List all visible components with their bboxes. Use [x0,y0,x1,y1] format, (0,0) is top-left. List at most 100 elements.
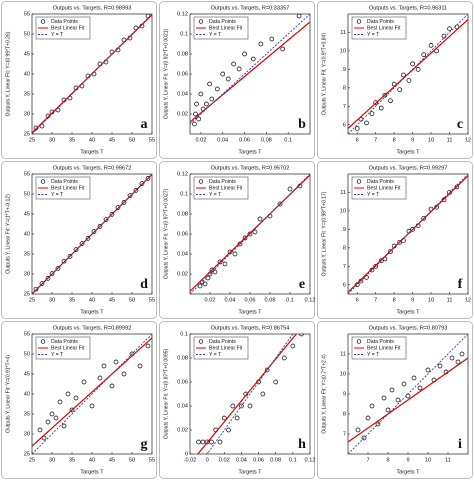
data-point [212,269,218,275]
y-tick-label: 9 [343,67,346,73]
data-point [239,403,244,409]
y-tick-label: 45 [24,211,30,217]
plot-content [196,334,304,454]
data-point [61,423,67,429]
y-axis-label: Outputs Y, Linear Fit: Y=(0.99*T+0.26) [5,31,11,116]
data-point [455,359,461,365]
data-point [395,397,401,403]
data-point [37,427,43,433]
panel-letter: e [299,277,305,292]
x-tick-label: 0 [206,457,209,463]
data-point [269,36,275,42]
x-tick-label: 0.04 [217,137,228,143]
y-tick-label: 40 [24,391,30,397]
y-tick-label: 8 [343,245,346,251]
identity-line [348,334,468,454]
legend-label: Y = T [209,32,222,38]
y-tick-label: 0.04 [177,403,188,409]
y-axis-label: Outputs Y, Linear Fit: Y=(0.92*T+0.0021) [163,29,169,120]
data-point [196,116,202,122]
legend-label: Data Points [209,19,236,25]
y-axis-label: Outputs Y, Linear Fit: Y=(1*T+-0.12) [5,194,11,274]
panel: Outputs vs. Targets, R=0.89992 Targets T O… [1,321,157,479]
chart-title: Outputs vs. Targets, R=0.98993 [53,5,132,11]
data-point [299,334,304,337]
data-point [287,186,293,192]
data-point [252,229,258,235]
x-tick-label: 25 [29,457,35,463]
y-tick-label: 45 [24,371,30,377]
identity-line [32,14,152,134]
data-point [109,383,115,389]
data-point [361,435,367,441]
x-tick-label: 0.08 [265,297,276,303]
y-tick-label: 25 [24,451,30,457]
plot-content [32,174,152,294]
x-tick-label: 55 [149,137,155,143]
plot-content [32,14,152,134]
y-tick-label: 0 [185,451,188,457]
x-tick-label: 25 [29,297,35,303]
data-point [296,14,302,19]
y-tick-label: 0.08 [177,355,188,361]
x-tick-label: 35 [69,137,75,143]
data-point [103,217,109,222]
legend-label: Y = T [51,192,64,198]
y-tick-label: 0.08 [177,211,188,217]
data-point [410,227,415,232]
x-tick-label: 0.1 [289,457,297,463]
x-tick-label: 11 [445,457,451,463]
legend-marker [40,339,46,344]
x-tick-label: 45 [109,137,115,143]
identity-line [32,174,152,294]
y-tick-label: 0.02 [177,427,188,433]
data-point [434,48,439,54]
data-point [459,351,465,357]
y-axis-label: Outputs Y, Linear Fit: Y=(0.97*T+0.0027) [163,189,169,280]
fit-line [348,357,468,443]
x-tick-label: -0.02 [184,457,197,463]
chart-title: Outputs vs. Targets, R=0.99672 [53,165,132,171]
plot-content [190,14,310,127]
data-point [273,379,279,385]
y-tick-label: 10 [340,371,346,377]
panel-letter: d [140,277,148,292]
data-point [257,216,263,222]
panel-letter: a [141,117,148,132]
x-axis-label: Targets T [80,149,104,155]
y-tick-label: 0.04 [177,251,188,257]
x-tick-label: 7 [374,297,377,303]
data-point [55,266,61,271]
legend-label: Best Linear Fit [209,185,243,191]
y-axis-label: Outputs Y, Linear Fit: Y=(0.87*T+0.0095) [163,349,169,440]
plot-content [348,14,468,134]
data-point [378,105,384,111]
x-axis-label: Targets T [80,469,104,475]
y-axis-label: Outputs Y, Linear Fit: Y=(0.98*T+0.17) [321,191,327,276]
legend-label: Y = T [367,32,380,38]
data-point [421,52,427,57]
legend-label: Y = T [367,192,380,198]
y-tick-label: 50 [24,31,30,37]
x-tick-label: 7 [366,457,369,463]
x-axis-label: Targets T [396,309,420,315]
legend-box [35,16,91,40]
identity-line [190,174,310,294]
legend-label: Data Points [209,179,236,185]
data-point [250,56,256,62]
x-tick-label: 30 [49,137,55,143]
x-tick-label: 0.1 [286,297,294,303]
data-point [230,403,236,409]
data-point [226,427,231,433]
legend-label: Best Linear Fit [209,345,243,351]
data-point [53,415,59,421]
legend-box [193,336,249,360]
legend-label: Best Linear Fit [51,25,85,31]
legend-box [351,176,407,200]
data-point [401,381,407,387]
data-point [222,261,228,267]
x-tick-label: 40 [89,137,95,143]
x-tick-label: 45 [109,457,115,463]
